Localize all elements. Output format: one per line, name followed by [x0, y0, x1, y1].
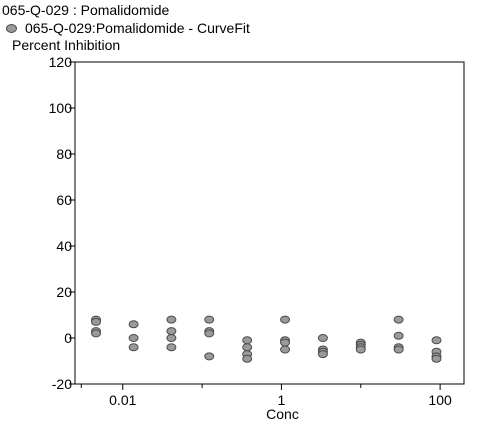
data-point [166, 315, 177, 324]
data-point [317, 334, 328, 342]
y-ticks: -20 0 20 40 60 80 100 120 [49, 54, 75, 392]
data-point [431, 354, 442, 363]
data-point [393, 345, 404, 354]
x-axis-label: Conc [266, 406, 299, 421]
data-point [393, 315, 404, 324]
data-point [128, 343, 139, 352]
data-point [91, 317, 102, 326]
x-tick-label: 0.01 [109, 392, 136, 408]
data-point [242, 336, 253, 345]
y-tick-label: 100 [49, 100, 73, 116]
data-point [204, 352, 215, 361]
axes [74, 61, 465, 385]
data-point [166, 343, 177, 352]
y-axis-title: Percent Inhibition [12, 37, 121, 53]
x-tick-label: 100 [428, 392, 452, 408]
data-point [242, 354, 253, 363]
y-tick-label: 80 [56, 146, 72, 162]
data-point [431, 336, 442, 345]
y-tick-label: 120 [49, 54, 73, 70]
data-point [393, 331, 404, 340]
chart-title: 065-Q-029 : Pomalidomide [2, 2, 170, 18]
y-tick-label: 0 [64, 330, 72, 346]
data-point [128, 320, 139, 329]
data-point [204, 315, 215, 324]
data-point [166, 334, 177, 342]
legend-marker [6, 23, 17, 33]
data-point [128, 334, 139, 342]
x-tick-label: 1 [278, 392, 286, 408]
y-tick-label: 40 [56, 238, 72, 254]
y-tick-label: -20 [52, 376, 72, 392]
y-tick-label: 20 [56, 284, 72, 300]
legend: 065-Q-029:Pomalidomide - CurveFit [6, 20, 250, 36]
data-point [280, 338, 291, 347]
x-ticks: 0.01 1 100 [80, 384, 452, 408]
data-point [204, 329, 215, 338]
y-tick-label: 60 [56, 192, 72, 208]
data-point [355, 345, 366, 354]
data-point [317, 350, 328, 359]
data-point [280, 345, 291, 354]
data-point [91, 329, 102, 338]
legend-label: 065-Q-029:Pomalidomide - CurveFit [25, 20, 250, 36]
data-point [166, 327, 177, 336]
plot-frame [74, 61, 465, 385]
data-point [242, 343, 253, 352]
data-points [91, 315, 442, 363]
data-point [280, 315, 291, 324]
